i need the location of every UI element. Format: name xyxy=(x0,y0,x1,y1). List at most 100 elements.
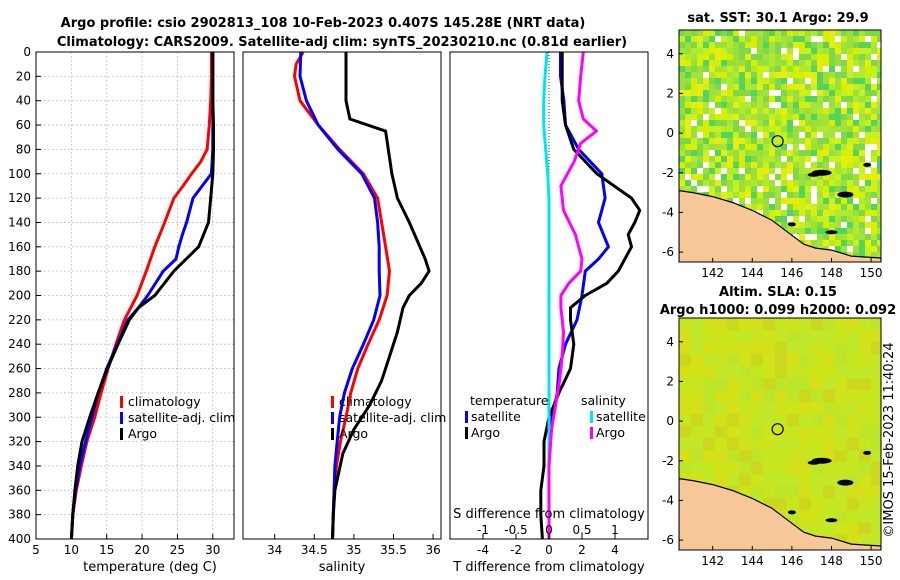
map-cell xyxy=(715,330,727,342)
map-cell xyxy=(871,450,881,462)
map-cell xyxy=(697,90,703,96)
map-cell xyxy=(799,228,805,234)
map-cell xyxy=(853,120,859,126)
map-cell xyxy=(703,90,709,96)
map-cell xyxy=(871,234,877,240)
map-cell xyxy=(835,216,841,222)
map-cell xyxy=(793,108,799,114)
map-cell xyxy=(877,60,881,66)
map-cell xyxy=(871,120,877,126)
map-cell xyxy=(775,216,781,222)
map-cell xyxy=(829,192,835,198)
map-cell xyxy=(727,144,733,150)
legend-swatch-climatology xyxy=(331,396,334,408)
map-cell xyxy=(679,48,685,54)
map-cell xyxy=(859,192,865,198)
map-cell xyxy=(853,174,859,180)
map-cell xyxy=(763,366,775,378)
map-cell xyxy=(739,78,745,84)
map-cell xyxy=(739,162,745,168)
map-cell xyxy=(799,30,805,36)
map-cell xyxy=(841,108,847,114)
map-cell xyxy=(817,174,823,180)
map-cell xyxy=(871,414,881,426)
map-cell xyxy=(763,462,775,474)
map-cell xyxy=(721,192,727,198)
map-cell xyxy=(733,180,739,186)
map-cell xyxy=(751,126,757,132)
map-cell xyxy=(835,366,847,378)
map-x-tick-label: 150 xyxy=(860,266,883,280)
map-cell xyxy=(763,126,769,132)
map-cell xyxy=(811,138,817,144)
map-cell xyxy=(727,36,733,42)
map-cell xyxy=(817,138,823,144)
map-cell xyxy=(763,438,775,450)
map-cell xyxy=(811,102,817,108)
difference-legend: temperature satellite Argo salinity sate… xyxy=(465,393,646,440)
map-cell xyxy=(751,54,757,60)
map-cell xyxy=(847,498,859,510)
map-cell xyxy=(769,96,775,102)
map-cell xyxy=(811,216,817,222)
map-cell xyxy=(745,114,751,120)
temperature-panel: 5 10 15 20 25 3002040608010012014016018020022… xyxy=(8,45,235,575)
map-cell xyxy=(751,204,757,210)
map-cell xyxy=(739,66,745,72)
legend-swatch-argo xyxy=(120,428,123,440)
map-cell xyxy=(679,138,685,144)
map-cell xyxy=(835,126,841,132)
map-cell xyxy=(805,222,811,228)
map-cell xyxy=(805,60,811,66)
map-cell xyxy=(847,204,853,210)
map-cell xyxy=(853,156,859,162)
map-cell xyxy=(871,42,877,48)
map-cell xyxy=(793,60,799,66)
map-cell xyxy=(679,102,685,108)
map-cell xyxy=(763,390,775,402)
map-cell xyxy=(847,66,853,72)
map-cell xyxy=(871,138,877,144)
map-cell xyxy=(679,330,691,342)
map-cell xyxy=(817,102,823,108)
map-cell xyxy=(727,132,733,138)
map-cell xyxy=(757,180,763,186)
map-cell xyxy=(817,210,823,216)
map-cell xyxy=(847,240,853,246)
map-cell xyxy=(877,42,881,48)
map-cell xyxy=(679,42,685,48)
map-cell xyxy=(799,78,805,84)
map-cell xyxy=(775,426,787,438)
map-cell xyxy=(739,168,745,174)
t-difference-xlabel: T difference from climatology xyxy=(452,560,645,575)
map-cell xyxy=(805,234,811,240)
map-cell xyxy=(787,138,793,144)
map-y-tick-label: -2 xyxy=(662,454,674,468)
map-cell xyxy=(745,180,751,186)
map-cell xyxy=(709,42,715,48)
map-cell xyxy=(679,168,685,174)
map-cell xyxy=(829,156,835,162)
map-cell xyxy=(751,66,757,72)
map-cell xyxy=(841,240,847,246)
map-cell xyxy=(679,126,685,132)
map-cell xyxy=(751,186,757,192)
map-cell xyxy=(691,414,703,426)
map-cell xyxy=(715,426,727,438)
map-cell xyxy=(715,150,721,156)
map-cell xyxy=(859,126,865,132)
map-cell xyxy=(829,54,835,60)
map-cell xyxy=(871,462,881,474)
map-cell xyxy=(835,318,847,330)
map-cell xyxy=(805,150,811,156)
map-cell xyxy=(769,174,775,180)
map-cell xyxy=(817,36,823,42)
map-cell xyxy=(859,102,865,108)
map-cell xyxy=(871,126,877,132)
map-cell xyxy=(805,132,811,138)
plot-frame xyxy=(242,51,442,540)
map-cell xyxy=(715,102,721,108)
map-cell xyxy=(787,402,799,414)
map-cell xyxy=(691,450,703,462)
map-cell xyxy=(877,54,881,60)
